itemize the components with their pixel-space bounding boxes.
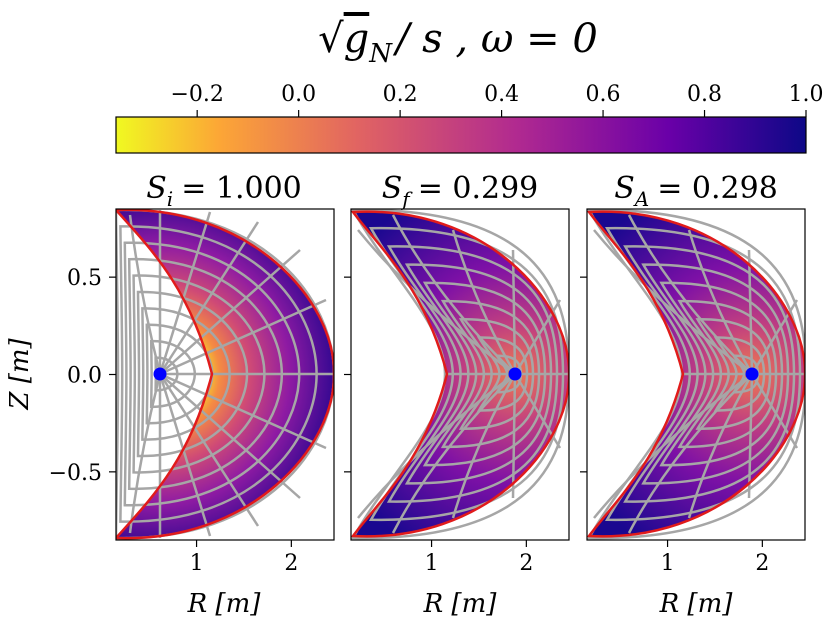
x-tick-label: 2 bbox=[755, 551, 769, 576]
panel-initial-title: Si = 1.000 bbox=[146, 171, 302, 211]
radial-grid-line bbox=[513, 373, 562, 449]
radial-grid-line bbox=[593, 229, 753, 376]
title-g: g bbox=[344, 16, 370, 62]
radial-grid-line bbox=[451, 373, 517, 519]
colorbar-gradient bbox=[115, 116, 807, 154]
panel-analytic-title: SA = 0.298 bbox=[614, 171, 778, 211]
flux-surface-line bbox=[386, 245, 559, 503]
radial-grid-line bbox=[593, 372, 753, 519]
radial-grid-line bbox=[627, 373, 753, 534]
plasma-boundary bbox=[587, 210, 805, 538]
radial-grid-line bbox=[357, 229, 516, 376]
flux-surface-line bbox=[641, 263, 790, 485]
flux-surface-line bbox=[119, 225, 318, 523]
radial-grid-line bbox=[128, 373, 162, 534]
figure-title: √gN / s , ω = 0 bbox=[318, 16, 598, 69]
flux-surface-line bbox=[116, 209, 334, 540]
radial-grid-line bbox=[159, 249, 301, 375]
radial-grid-line bbox=[750, 373, 799, 449]
y-tick-label: −0.5 bbox=[49, 461, 102, 486]
flux-grid bbox=[351, 209, 569, 540]
x-tick-label: 1 bbox=[661, 551, 675, 576]
flux-surface-line bbox=[604, 226, 802, 522]
flux-surface-line bbox=[127, 257, 284, 491]
radial-grid-line bbox=[451, 229, 517, 375]
y-tick-label: 0.0 bbox=[67, 364, 102, 389]
colorbar-tick-label: 0.4 bbox=[484, 82, 519, 107]
sqrt-symbol: √ bbox=[318, 16, 344, 62]
radial-grid-line bbox=[687, 373, 754, 519]
magnetic-axis-point bbox=[745, 367, 759, 381]
panel-initial: Si = 1.000 1 2 0.5 0.0 −0.5 R [m] Z [m] bbox=[5, 171, 335, 619]
y-tick-label: 0.5 bbox=[67, 266, 102, 291]
flux-grid bbox=[587, 209, 805, 540]
flux-surface-line bbox=[623, 245, 796, 503]
magnetic-axis-point bbox=[153, 367, 167, 381]
flux-grid bbox=[116, 209, 334, 540]
x-tick-label: 1 bbox=[425, 551, 439, 576]
plasma-boundary bbox=[351, 210, 569, 538]
radial-grid-line bbox=[627, 214, 753, 375]
panel-initial-ticks: 1 2 0.5 0.0 −0.5 bbox=[49, 266, 299, 576]
radial-grid-line bbox=[128, 214, 162, 375]
plasma-boundary bbox=[116, 209, 334, 540]
flux-surface-line bbox=[404, 263, 553, 485]
flux-surface-line bbox=[587, 209, 805, 540]
x-tick-label: 2 bbox=[284, 551, 298, 576]
flux-surface-line bbox=[368, 226, 565, 522]
radial-grid-line bbox=[687, 229, 754, 375]
x-axis-label: R [m] bbox=[187, 589, 262, 619]
radial-grid-line bbox=[513, 299, 562, 375]
radial-grid-line bbox=[357, 372, 516, 519]
magnetic-axis-point bbox=[508, 367, 522, 381]
flux-surface-line bbox=[145, 323, 214, 425]
x-axis-label: R [m] bbox=[423, 589, 498, 619]
colorbar-tick-label: 0.6 bbox=[586, 82, 621, 107]
flux-surface-line bbox=[132, 274, 266, 474]
colorbar-tick-label: −0.2 bbox=[170, 82, 223, 107]
flux-surface-line bbox=[440, 299, 541, 449]
x-tick-label: 2 bbox=[519, 551, 533, 576]
radial-grid-line bbox=[391, 214, 516, 375]
colorbar-tick-label: 1.0 bbox=[789, 82, 824, 107]
colorbar-tick-label: 0.2 bbox=[383, 82, 418, 107]
colorbar-tick-label: 0.8 bbox=[687, 82, 722, 107]
colorbar-ticks: −0.2 0.0 0.2 0.4 0.6 0.8 1.0 bbox=[170, 82, 824, 117]
x-tick-label: 1 bbox=[190, 551, 204, 576]
flux-surface-line bbox=[136, 290, 249, 458]
title-sub: N bbox=[368, 39, 393, 69]
y-axis-label: Z [m] bbox=[5, 338, 35, 411]
colorbar-tick-label: 0.0 bbox=[281, 82, 316, 107]
flux-surface-line bbox=[713, 336, 766, 412]
panel-final-title: Sf = 0.299 bbox=[382, 171, 539, 211]
flux-surface-line bbox=[422, 281, 547, 467]
flux-surface-line bbox=[141, 307, 231, 441]
radial-grid-line bbox=[158, 373, 212, 537]
x-axis-label: R [m] bbox=[659, 589, 734, 619]
radial-grid-line bbox=[158, 211, 212, 375]
flux-surface-line bbox=[659, 281, 784, 467]
radial-grid-line bbox=[159, 298, 327, 376]
colorbar: −0.2 0.0 0.2 0.4 0.6 0.8 1.0 bbox=[115, 82, 824, 154]
title-rest: / s , ω = 0 bbox=[392, 16, 598, 62]
radial-grid-line bbox=[391, 373, 516, 534]
radial-grid-line bbox=[159, 372, 327, 450]
radial-grid-line bbox=[750, 299, 799, 375]
flux-surface-line bbox=[677, 299, 778, 449]
radial-grid-line bbox=[159, 373, 301, 499]
